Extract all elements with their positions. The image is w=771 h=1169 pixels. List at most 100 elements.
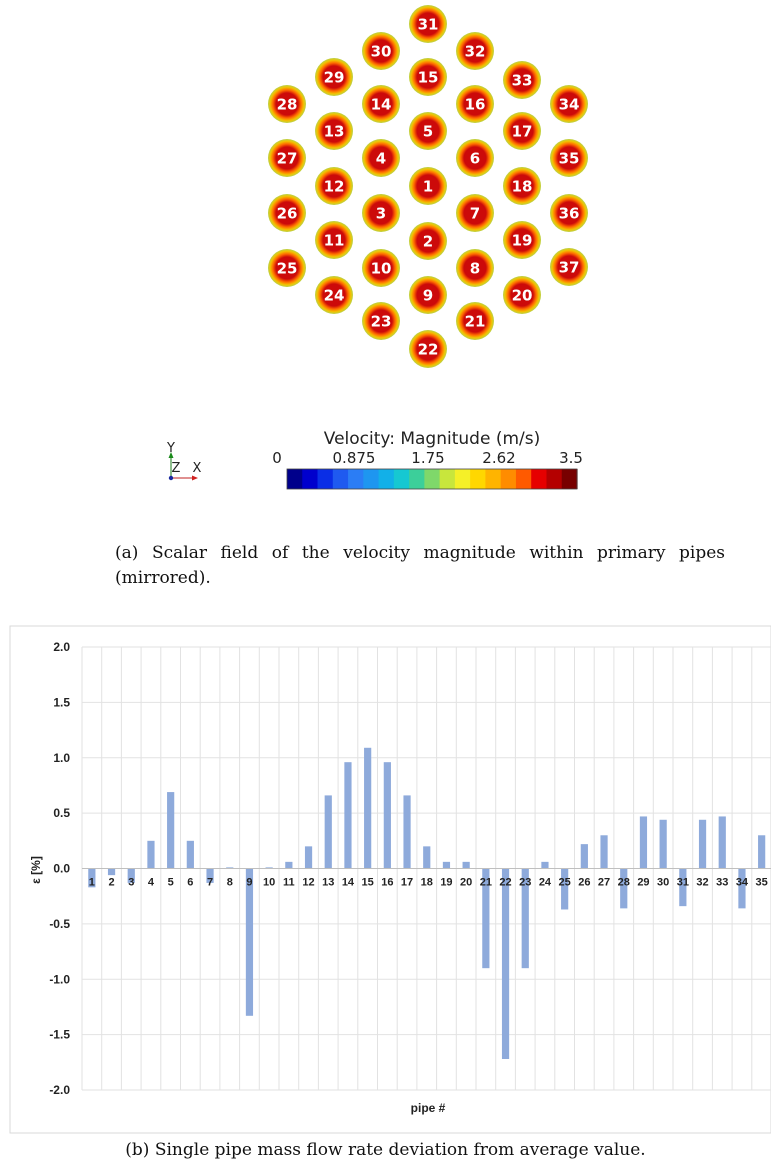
pipe-label: 2	[423, 233, 433, 251]
pipe-label: 18	[512, 178, 533, 196]
pipe-circle	[409, 58, 447, 96]
pipe-circle	[409, 167, 447, 205]
pipe-circle	[315, 112, 353, 150]
bar-pipe-30	[659, 819, 667, 869]
x-tick-labels: 1 2 3 4 5 6 7 8 9 10 11 12 13 14 15 16 17 18 19 20 21 22 23 24 2…	[89, 877, 768, 889]
bar-pipe-19	[442, 861, 451, 869]
bar-pipe-31	[679, 868, 687, 907]
bar-pipe-18	[423, 846, 431, 869]
bar-pipe-24	[541, 861, 549, 869]
pipe-label: 7	[470, 205, 480, 223]
pipe-circle	[503, 167, 541, 205]
pipe-circle	[503, 276, 541, 314]
x-tick-label: 32	[696, 877, 708, 889]
pipe-label: 25	[277, 260, 298, 278]
bar-pipe-20	[462, 861, 470, 869]
bar-pipe-16	[383, 762, 391, 869]
pipe-label: 5	[423, 123, 433, 141]
pipe-9: 9	[409, 276, 447, 314]
pipe-label: 4	[376, 150, 386, 168]
pipe-4: 4	[362, 139, 400, 177]
pipe-22: 22	[409, 330, 447, 368]
y-tick-labels: 2.0 1.5 1.0 0.5 0.0 -0.5 -1.0 -1.5 -2.0	[49, 640, 70, 1097]
pipe-19: 19	[503, 221, 541, 259]
pipe-circle	[503, 112, 541, 150]
pipe-label: 30	[371, 43, 392, 61]
x-tick-label: 35	[756, 877, 768, 889]
colorbar-title: Velocity: Magnitude (m/s)	[324, 429, 540, 449]
x-tick-label: 4	[148, 877, 155, 889]
pipe-circle	[503, 61, 541, 99]
x-tick-label: 1	[89, 877, 95, 889]
pipe-2: 2	[409, 222, 447, 260]
colorbar-swatch	[424, 469, 441, 489]
pipe-label: 13	[324, 123, 345, 141]
colorbar-tick-label: 1.75	[411, 449, 444, 467]
y-tick-label: -2.0	[49, 1083, 70, 1097]
bar-pipe-28	[620, 868, 628, 909]
x-tick-label: 15	[362, 877, 374, 889]
y-tick-label: 0.5	[53, 806, 70, 820]
colorbar-swatch	[470, 469, 487, 489]
colorbar-swatch	[439, 469, 456, 489]
pipe-circle	[409, 222, 447, 260]
bar-pipe-13	[324, 795, 332, 869]
colorbar-swatch	[302, 469, 319, 489]
pipe-circle	[268, 85, 306, 123]
colorbar-swatch	[500, 469, 517, 489]
colorbar-swatch	[454, 469, 471, 489]
axis-z-label: Z	[172, 461, 181, 476]
bar-pipe-11	[285, 861, 293, 869]
colorbar-tick-label: 2.62	[482, 449, 515, 467]
bar-pipe-4	[147, 840, 155, 869]
pipe-label: 6	[470, 150, 480, 168]
pipe-36: 36	[550, 194, 588, 232]
pipe-label: 12	[324, 178, 345, 196]
bar-pipe-2	[107, 868, 116, 876]
pipe-27: 27	[268, 139, 306, 177]
pipe-circle	[456, 32, 494, 70]
x-tick-label: 19	[440, 877, 452, 889]
pipe-label: 23	[371, 313, 392, 331]
pipe-label: 22	[418, 341, 439, 359]
pipe-circle	[456, 139, 494, 177]
x-tick-label: 8	[227, 877, 233, 889]
pipe-circle	[409, 330, 447, 368]
bar-pipe-34	[738, 868, 746, 909]
pipe-label: 34	[559, 96, 580, 114]
pipe-label: 21	[465, 313, 486, 331]
pipe-31: 31	[409, 5, 447, 43]
pipe-33: 33	[503, 61, 541, 99]
bar-pipe-3	[127, 868, 135, 883]
pipe-15: 15	[409, 58, 447, 96]
x-tick-label: 13	[322, 877, 334, 889]
pipe-circle	[362, 302, 400, 340]
colorbar-swatch	[378, 469, 395, 489]
pipe-circle	[456, 249, 494, 287]
bar-pipe-22	[501, 868, 510, 1059]
axis-y-label: Y	[166, 441, 175, 456]
bar-pipe-35	[758, 835, 766, 869]
pipe-24: 24	[315, 276, 353, 314]
pipe-circle	[456, 85, 494, 123]
colorbar-swatch	[348, 469, 364, 489]
velocity-colorbar: Velocity: Magnitude (m/s) 0 0.875 1.75 2.62…	[272, 429, 583, 490]
bar-pipe-7	[206, 868, 214, 883]
x-tick-label: 3	[128, 877, 134, 889]
x-tick-label: 25	[559, 877, 571, 889]
pipe-label: 24	[324, 287, 345, 305]
pipe-circle	[456, 302, 494, 340]
colorbar-swatch	[485, 469, 502, 489]
bar-pipe-23	[521, 868, 529, 969]
bar-pipe-6	[186, 840, 194, 869]
x-tick-label: 17	[401, 877, 413, 889]
x-tick-label: 31	[677, 877, 689, 889]
bar-pipe-5	[167, 792, 175, 869]
pipe-30: 30	[362, 32, 400, 70]
caption-b: (b) Single pipe mass flow rate deviation…	[125, 1140, 646, 1160]
x-tick-label: 29	[637, 877, 649, 889]
pipe-label: 9	[423, 287, 433, 305]
pipe-label: 17	[512, 123, 533, 141]
pipe-10: 10	[362, 249, 400, 287]
